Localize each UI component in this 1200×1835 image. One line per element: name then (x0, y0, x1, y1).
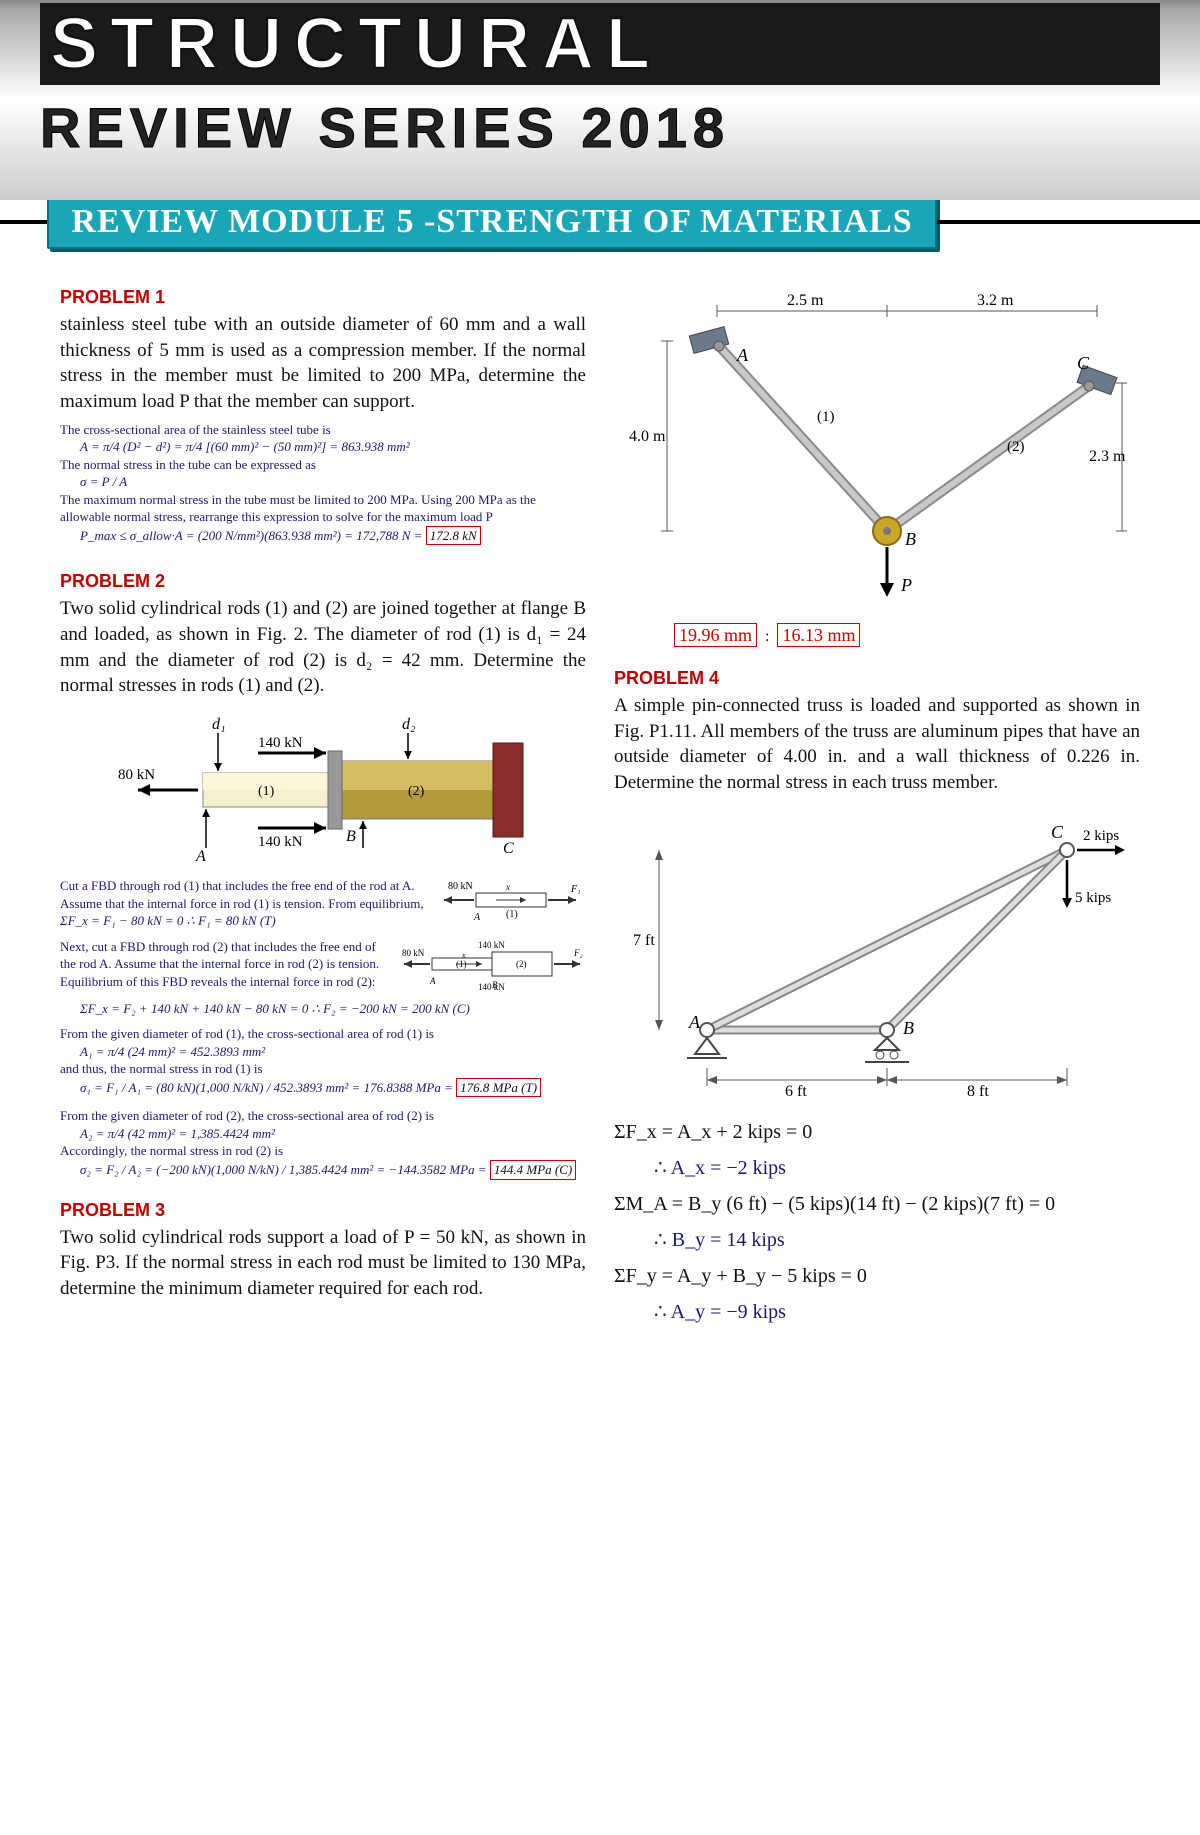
svg-text:C: C (1077, 353, 1090, 373)
svg-text:A: A (736, 345, 749, 365)
svg-text:x: x (461, 951, 466, 960)
svg-text:x: x (505, 882, 510, 892)
fig-p2-d1: d₁ (212, 716, 226, 733)
svg-text:F₁: F₁ (570, 884, 581, 895)
page-body: PROBLEM 1 stainless steel tube with an o… (0, 249, 1200, 1380)
p1-answer-box: 172.8 kN (426, 526, 481, 546)
p1-sol-line2: The normal stress in the tube can be exp… (60, 456, 586, 474)
svg-text:F₂: F₂ (573, 948, 583, 958)
problem4-title: PROBLEM 4 (614, 668, 1140, 689)
problem1-title: PROBLEM 1 (60, 287, 586, 308)
svg-text:80 kN: 80 kN (402, 948, 425, 958)
p2-stress1-text: and thus, the normal stress in rod (1) i… (60, 1060, 586, 1078)
p4-eq1: ΣF_x = A_x + 2 kips = 0 (614, 1114, 1140, 1150)
banner-title-top: STRUCTURAL (40, 3, 1160, 85)
svg-text:B: B (492, 980, 498, 990)
p4-equations: ΣF_x = A_x + 2 kips = 0 ∴ A_x = −2 kips … (614, 1114, 1140, 1330)
banner-title-bottom: REVIEW SERIES 2018 (40, 95, 1160, 160)
fig-p2-140kn-bot: 140 kN (258, 834, 303, 850)
p1-sol-line1: The cross-sectional area of the stainles… (60, 421, 586, 439)
svg-text:2 kips: 2 kips (1083, 828, 1119, 844)
p1-sol-line3: The maximum normal stress in the tube mu… (60, 491, 586, 526)
figure-p4: 7 ft 6 ft 8 ft A B C (614, 810, 1140, 1100)
fig-p2-m1: (1) (258, 784, 275, 799)
svg-text:7 ft: 7 ft (633, 932, 655, 949)
right-column: 2.5 m 3.2 m 4.0 m 2.3 m (614, 277, 1140, 1330)
p2-fbd1-text: Cut a FBD through rod (1) that includes … (60, 877, 430, 912)
p1-sol-eq3: P_max ≤ σ_allow·A = (200 N/mm²)(863.938 … (80, 528, 426, 543)
page-header: STRUCTURAL REVIEW SERIES 2018 (0, 0, 1200, 200)
p2-stress1-eq: σ₁ = F₁ / A₁ = (80 kN)(1,000 N/kN) / 452… (80, 1080, 456, 1095)
p2-area2-eq: A₂ = π/4 (42 mm)² = 1,385.4424 mm² (80, 1125, 586, 1143)
module-bar-row: REVIEW MODULE 5 -STRENGTH OF MATERIALS (0, 195, 1200, 249)
p4-eq5: ΣF_y = A_y + B_y − 5 kips = 0 (614, 1258, 1140, 1294)
problem4-body: A simple pin-connected truss is loaded a… (614, 693, 1140, 796)
problem2-title: PROBLEM 2 (60, 571, 586, 592)
p2-stress2-ans: 144.4 MPa (C) (490, 1160, 576, 1180)
p3-ans2: 16.13 mm (777, 623, 860, 647)
svg-text:(1): (1) (456, 959, 467, 969)
p2-fbd2-eq: ΣF_x = F₂ + 140 kN + 140 kN − 80 kN = 0 … (80, 1000, 586, 1018)
svg-text:4.0 m: 4.0 m (629, 428, 666, 445)
p2-stress1-ans: 176.8 MPa (T) (456, 1078, 541, 1098)
p2-fbd2-text: Next, cut a FBD through rod (2) that inc… (60, 938, 390, 991)
fig-p2-A: A (195, 848, 206, 863)
svg-text:A: A (688, 1012, 701, 1032)
left-column: PROBLEM 1 stainless steel tube with an o… (60, 277, 586, 1330)
svg-text:(2): (2) (516, 959, 527, 969)
fbd2-sketch: 80 kN 140 kN 140 kN (1) (2) A B F₂ x (396, 938, 586, 994)
p1-sol-eq2: σ = P / A (80, 473, 586, 491)
p2-area1-eq: A₁ = π/4 (24 mm)² = 452.3893 mm² (80, 1043, 586, 1061)
fig-p2-80kn: 80 kN (118, 767, 155, 783)
fig-p2-d2: d₂ (402, 716, 416, 733)
svg-text:6 ft: 6 ft (785, 1083, 807, 1100)
svg-text:A: A (429, 976, 436, 986)
svg-text:2.3 m: 2.3 m (1089, 448, 1126, 465)
p2-stress2-eq: σ₂ = F₂ / A₂ = (−200 kN)(1,000 N/kN) / 1… (80, 1162, 490, 1177)
svg-text:P: P (900, 575, 912, 595)
p4-eq6: ∴ A_y = −9 kips (654, 1294, 1140, 1330)
fig-p2-B: B (346, 828, 356, 845)
svg-text:2.5 m: 2.5 m (787, 292, 824, 309)
problem1-body: stainless steel tube with an outside dia… (60, 312, 586, 415)
svg-text:B: B (903, 1018, 914, 1038)
svg-text:(1): (1) (506, 909, 518, 920)
problem3-title: PROBLEM 3 (60, 1200, 586, 1221)
p2-area2-text: From the given diameter of rod (2), the … (60, 1107, 586, 1125)
p3-ans1: 19.96 mm (674, 623, 757, 647)
svg-text:140 kN: 140 kN (478, 940, 505, 950)
figure-p2: d₁ d₂ 80 kN 140 kN 140 kN (1) (2) A B C (60, 713, 586, 863)
svg-text:5 kips: 5 kips (1075, 890, 1111, 906)
fig-p2-140kn-top: 140 kN (258, 735, 303, 751)
p4-eq4: ∴ B_y = 14 kips (654, 1222, 1140, 1258)
figure-p3: 2.5 m 3.2 m 4.0 m 2.3 m (614, 291, 1140, 611)
p1-sol-eq1: A = π/4 (D² − d²) = π/4 [(60 mm)² − (50 … (80, 438, 586, 456)
p2-stress2-text: Accordingly, the normal stress in rod (2… (60, 1142, 586, 1160)
module-title-bar: REVIEW MODULE 5 -STRENGTH OF MATERIALS (47, 195, 936, 249)
svg-text:(2): (2) (1007, 439, 1025, 455)
svg-text:80 kN: 80 kN (448, 881, 473, 892)
problem2-body: Two solid cylindrical rods (1) and (2) a… (60, 596, 586, 699)
p4-eq2: ∴ A_x = −2 kips (654, 1150, 1140, 1186)
svg-text:(1): (1) (817, 409, 835, 425)
fbd1-sketch: 80 kN x (1) A F₁ (436, 877, 586, 923)
svg-text:B: B (905, 529, 916, 549)
svg-text:3.2 m: 3.2 m (977, 292, 1014, 309)
problem3-body: Two solid cylindrical rods support a loa… (60, 1225, 586, 1302)
p2-area1-text: From the given diameter of rod (1), the … (60, 1025, 586, 1043)
p4-eq3: ΣM_A = B_y (6 ft) − (5 kips)(14 ft) − (2… (614, 1186, 1140, 1222)
fig-p2-C: C (503, 840, 514, 857)
svg-text:8 ft: 8 ft (967, 1083, 989, 1100)
svg-text:C: C (1051, 822, 1064, 842)
fig-p2-m2: (2) (408, 784, 425, 799)
svg-text:A: A (473, 912, 481, 923)
p2-fbd1-eq: ΣF_x = F₁ − 80 kN = 0 ∴ F₁ = 80 kN (T) (60, 912, 430, 930)
